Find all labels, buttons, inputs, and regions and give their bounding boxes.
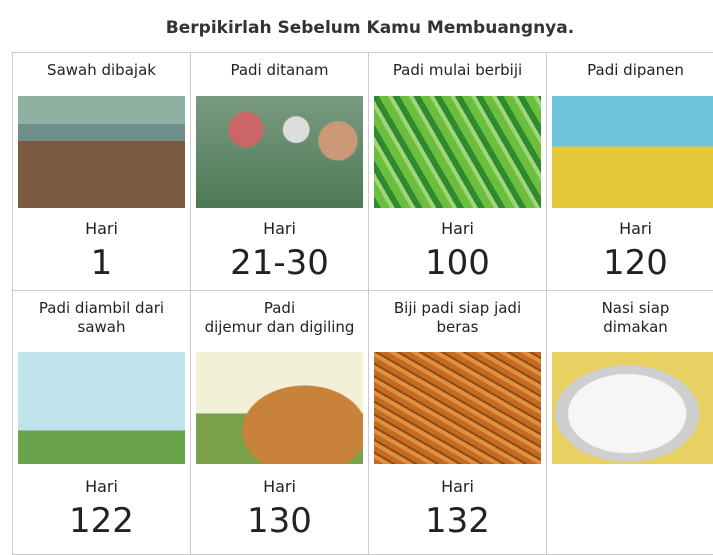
label-line: sawah <box>13 318 190 337</box>
page: Berpikirlah Sebelum Kamu Membuangnya. Sa… <box>0 0 713 554</box>
day-caption: Hari <box>369 477 546 496</box>
illustration <box>196 96 363 208</box>
step-card: Sawah dibajak Hari 1 <box>13 53 191 291</box>
step-label: Padi ditanam <box>191 61 368 80</box>
day-number: 120 <box>547 243 713 283</box>
label-line: dimakan <box>547 318 713 337</box>
day-caption: Hari <box>13 477 190 496</box>
label-line: dijemur dan digiling <box>191 318 368 337</box>
illustration <box>196 352 363 464</box>
label-line: Padi <box>191 299 368 318</box>
day-number: 122 <box>13 501 190 541</box>
step-label: Padi dipanen <box>547 61 713 80</box>
day-number: 132 <box>369 501 546 541</box>
label-line: Padi ditanam <box>191 61 368 80</box>
label-line: Padi diambil dari <box>13 299 190 318</box>
step-card: Padi dipanen Hari 120 <box>547 53 713 291</box>
day-caption: Hari <box>547 219 713 238</box>
page-title: Berpikirlah Sebelum Kamu Membuangnya. <box>0 18 713 38</box>
step-card: Padi ditanam Hari 21-30 <box>191 53 369 291</box>
day-caption: Hari <box>191 219 368 238</box>
day-number: 130 <box>191 501 368 541</box>
step-label: Padi mulai berbiji <box>369 61 546 80</box>
label-line: Sawah dibajak <box>13 61 190 80</box>
label-line: Padi dipanen <box>547 61 713 80</box>
illustration <box>552 352 713 464</box>
step-label: Sawah dibajak <box>13 61 190 80</box>
illustration <box>374 96 541 208</box>
illustration <box>374 352 541 464</box>
label-line: Padi mulai berbiji <box>369 61 546 80</box>
day-caption: Hari <box>13 219 190 238</box>
day-number: 100 <box>369 243 546 283</box>
day-caption: Hari <box>369 219 546 238</box>
label-line: beras <box>369 318 546 337</box>
label-line: Biji padi siap jadi <box>369 299 546 318</box>
illustration <box>552 96 713 208</box>
illustration <box>18 352 185 464</box>
day-number: 21-30 <box>191 243 368 283</box>
day-caption: Hari <box>191 477 368 496</box>
day-number: 1 <box>13 243 190 283</box>
label-line: Nasi siap <box>547 299 713 318</box>
illustration <box>18 96 185 208</box>
step-card: Padi mulai berbiji Hari 100 <box>369 53 547 291</box>
